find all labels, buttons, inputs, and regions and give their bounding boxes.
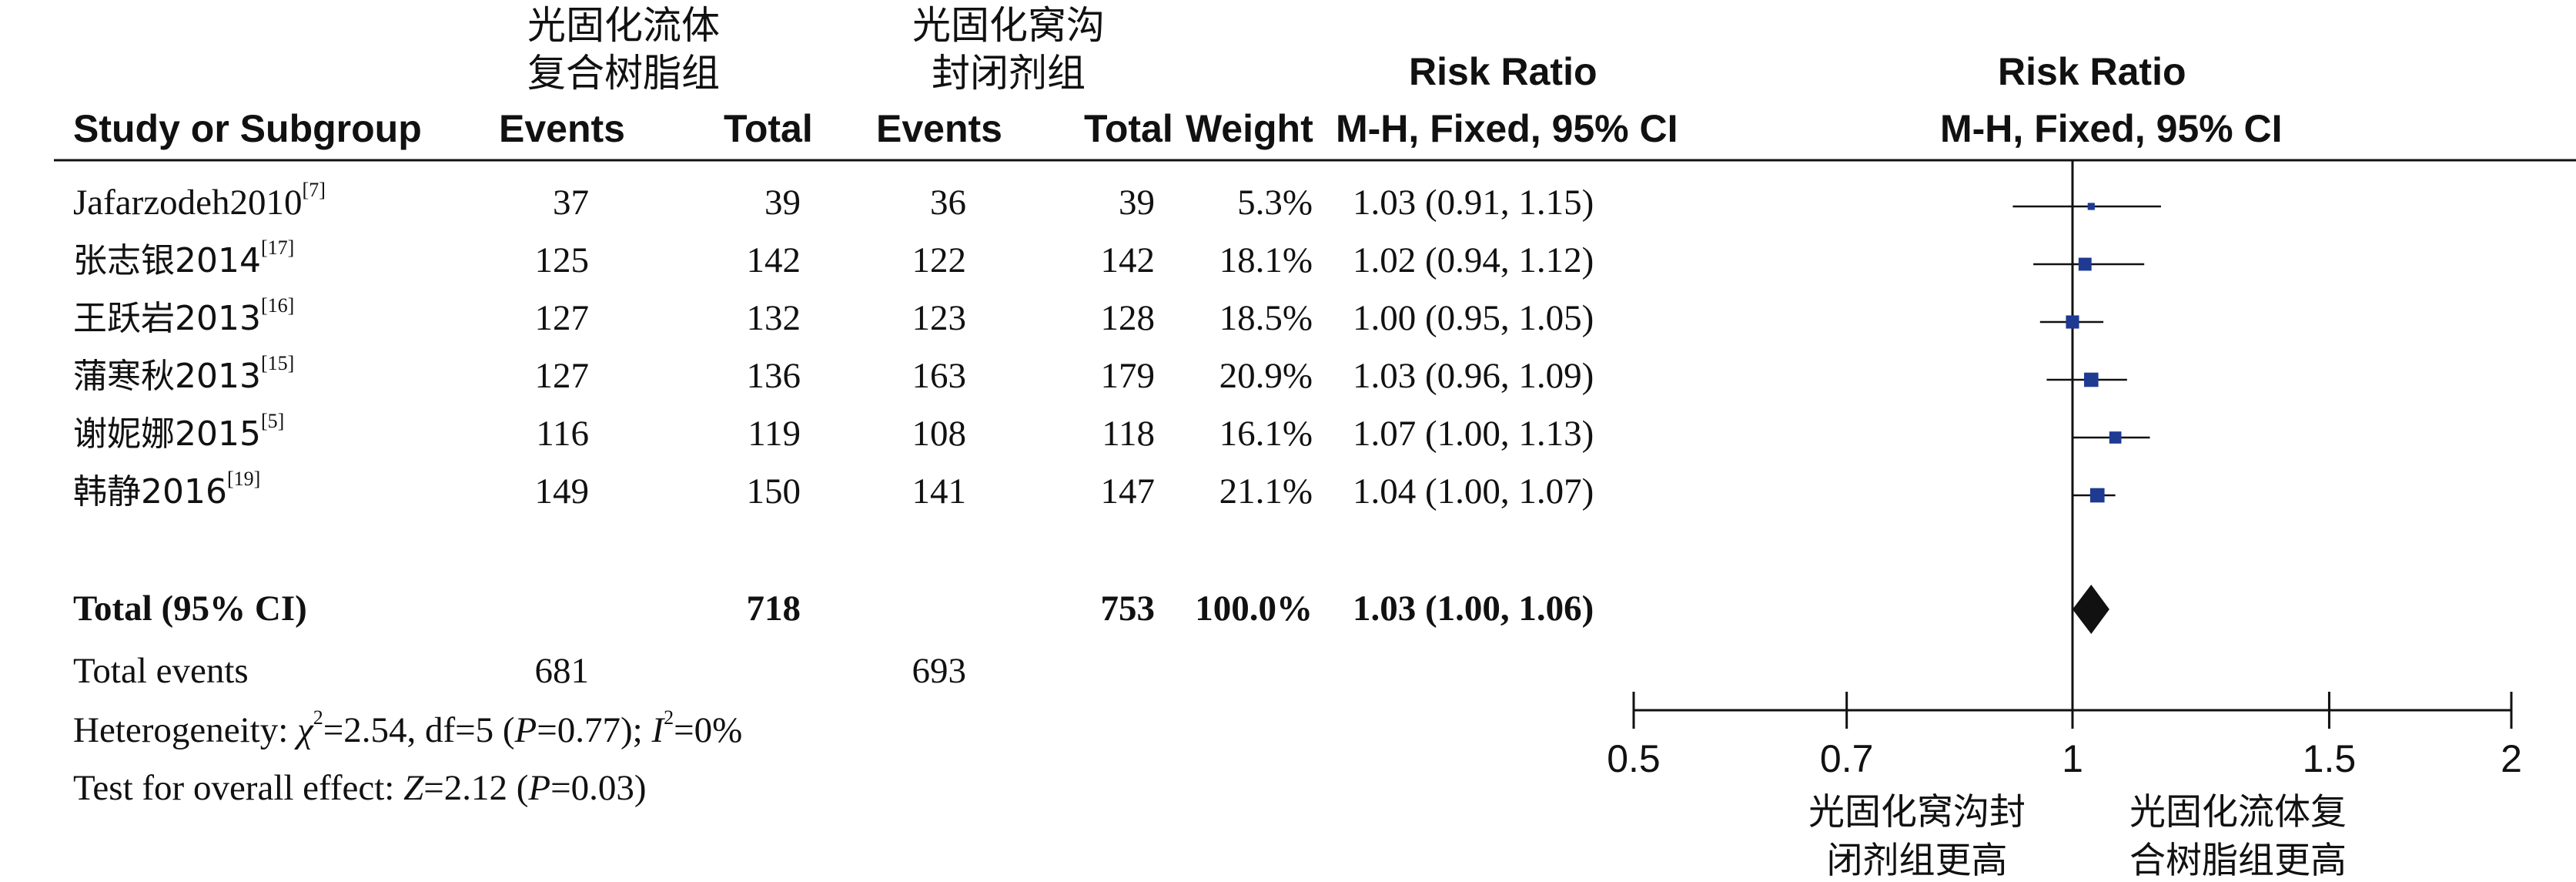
study-total1: 136 [746,356,801,396]
study-weight: 21.1% [1219,471,1313,511]
total-events-group2: 693 [912,651,967,691]
study-name: 韩静2016[19] [73,469,260,511]
plot-title: Risk Ratio [1998,50,2186,93]
study-total1: 39 [764,183,801,223]
study-total2: 179 [1100,356,1156,396]
study-rr-ci: 1.00 (0.95, 1.05) [1353,298,1594,338]
study-total2: 118 [1102,414,1155,454]
study-total2: 142 [1100,240,1156,280]
point-estimate-marker [2109,431,2122,444]
group1-name-line1: 光固化流体 [527,3,720,48]
study-name: 张志银2014[17] [73,238,294,280]
study-events2: 141 [912,471,967,511]
events1-column-header: Events [499,107,625,150]
study-name: 谢妮娜2015[5] [73,411,284,454]
x-tick-label: 0.5 [1607,737,1661,780]
point-estimate-marker [2078,257,2092,271]
study-name: 王跃岩2013[16] [73,296,294,338]
total-row-total2: 753 [1100,589,1156,629]
study-events1: 149 [534,471,590,511]
study-events1: 37 [553,183,589,223]
study-name-text: 韩静2016 [73,472,227,511]
study-name-text: 谢妮娜2015 [73,414,261,454]
favours-right-line1: 光固化流体复 [2129,791,2347,833]
total-row-rr: 1.03 (1.00, 1.06) [1353,589,1594,629]
study-total1: 119 [748,414,801,454]
total-events-group1: 681 [534,651,590,691]
study-events1: 125 [534,240,590,280]
x-tick-label: 1.5 [2303,737,2357,780]
study-total2: 128 [1100,298,1156,338]
point-estimate-marker [2087,203,2095,210]
study-rr-ci: 1.07 (1.00, 1.13) [1353,414,1594,454]
study-rr-ci: 1.04 (1.00, 1.07) [1353,471,1594,511]
study-weight: 18.5% [1219,298,1313,338]
study-weight: 5.3% [1237,183,1313,223]
study-name-text: 王跃岩2013 [73,299,261,338]
favours-left-line1: 光固化窝沟封 [1808,791,2026,833]
total-row-label: Total (95% CI) [73,589,307,629]
total-events-label: Total events [73,651,249,691]
study-name: 蒲寒秋2013[15] [73,354,294,396]
study-events2: 122 [912,240,967,280]
study-ref: [17] [260,236,295,259]
study-rr-ci: 1.02 (0.94, 1.12) [1353,240,1594,280]
study-weight: 16.1% [1219,414,1313,454]
point-estimate-marker [2084,372,2099,387]
study-ref: [16] [260,294,295,317]
study-total2: 39 [1119,183,1155,223]
total-row-weight: 100.0% [1195,589,1313,629]
events2-column-header: Events [876,107,1002,150]
study-weight: 18.1% [1219,240,1313,280]
study-events2: 123 [912,298,967,338]
favours-left-line2: 闭剂组更高 [1827,840,2008,882]
favours-right-line2: 合树脂组更高 [2129,840,2347,882]
pooled-diamond [2073,585,2109,634]
study-rr-ci: 1.03 (0.91, 1.15) [1353,183,1594,223]
study-rr-ci: 1.03 (0.96, 1.09) [1353,356,1594,396]
study-events2: 108 [912,414,967,454]
study-ref: [5] [260,410,285,432]
study-name-text: Jafarzodeh2010 [73,183,303,223]
study-total1: 132 [746,298,801,338]
overall-effect-text: Test for overall effect: Z=2.12 (P=0.03) [73,768,647,808]
study-events2: 36 [930,183,966,223]
study-total1: 142 [746,240,801,280]
x-tick-label: 0.7 [1820,737,1874,780]
study-weight: 20.9% [1219,356,1313,396]
total-row-total1: 718 [746,589,801,629]
point-estimate-marker [2089,488,2105,503]
study-events1: 127 [534,298,590,338]
rr-method-header: M-H, Fixed, 95% CI [1336,107,1678,150]
x-tick-label: 1 [2062,737,2083,780]
study-events2: 163 [912,356,967,396]
group1-name-line2: 复合树脂组 [527,51,720,96]
study-events1: 116 [536,414,589,454]
study-name-text: 张志银2014 [73,241,261,280]
study-events1: 127 [534,356,590,396]
group2-name-line2: 封闭剂组 [932,51,1086,96]
point-estimate-marker [2066,315,2079,329]
weight-column-header: Weight [1186,107,1313,150]
group2-name-line1: 光固化窝沟 [912,3,1105,48]
total2-column-header: Total [1084,107,1173,150]
total1-column-header: Total [724,107,813,150]
x-tick-label: 2 [2501,737,2522,780]
study-name-text: 蒲寒秋2013 [73,357,261,396]
study-name: Jafarzodeh2010[7] [73,180,326,223]
study-ref: [15] [260,352,295,374]
study-total2: 147 [1100,471,1156,511]
study-ref: [7] [302,179,326,201]
heterogeneity-text: Heterogeneity: χ2=2.54, df=5 (P=0.77); I… [73,706,743,750]
study-total1: 150 [746,471,801,511]
plot-method-header: M-H, Fixed, 95% CI [1940,107,2283,150]
study-column-header: Study or Subgroup [73,107,422,150]
study-ref: [19] [226,468,261,490]
rr-column-title: Risk Ratio [1409,50,1597,93]
